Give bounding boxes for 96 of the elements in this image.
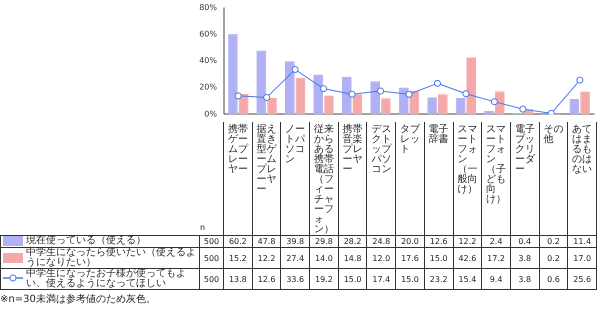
- point: [377, 88, 384, 95]
- bar: [296, 78, 306, 114]
- x-tick-label: ノートパソコン: [285, 124, 306, 167]
- data-label: 15.4: [454, 269, 482, 290]
- x-tick-label: 電子辞書: [428, 124, 449, 147]
- bar: [410, 90, 420, 114]
- data-label: 42.6: [454, 248, 482, 269]
- data-label: 47.8: [252, 235, 282, 248]
- point: [320, 85, 328, 92]
- x-tick-label: 据え置き型ゲームプレーヤー: [256, 124, 277, 197]
- data-label: 12.2: [454, 235, 482, 248]
- x-tick-label: タブレット: [400, 124, 420, 157]
- data-label: 25.6: [568, 269, 597, 290]
- point: [519, 106, 526, 113]
- point: [263, 94, 270, 101]
- data-label: 2.4: [482, 235, 511, 248]
- data-label: 28.2: [338, 235, 368, 248]
- y-tick-label: 60%: [199, 29, 218, 38]
- x-tick-label: デスクトップパソコン: [371, 124, 392, 177]
- data-label: 12.0: [367, 248, 396, 269]
- bar: [228, 34, 238, 114]
- point: [406, 90, 412, 98]
- data-label: 12.6: [252, 269, 282, 290]
- bar: [398, 88, 408, 114]
- point: [434, 80, 441, 87]
- data-label: 39.8: [281, 235, 310, 248]
- data-label: 12.2: [252, 248, 282, 269]
- data-label: 27.4: [281, 248, 310, 269]
- legend-label: 中学生になったお子様が使ってもよい、使えるようになってほしい: [26, 268, 187, 289]
- bar: [342, 76, 352, 114]
- data-label: 9.4: [482, 269, 511, 290]
- point: [348, 90, 356, 98]
- data-label: 17.4: [367, 269, 396, 290]
- data-label: 0.2: [540, 235, 568, 248]
- data-label: 13.8: [224, 269, 253, 290]
- data-label: 3.8: [510, 269, 540, 290]
- point: [490, 98, 498, 106]
- data-label: 17.0: [568, 248, 597, 269]
- point: [576, 76, 584, 84]
- bar: [352, 94, 362, 114]
- data-label: 0.6: [540, 269, 568, 290]
- data-label: 17.2: [482, 248, 511, 269]
- point: [292, 66, 299, 74]
- y-tick-label: 20%: [199, 82, 218, 92]
- text: 500: [200, 235, 224, 248]
- data-label: 0.4: [510, 235, 540, 248]
- legend-label: 中学生になったら使いたい（使えるようになりたい）: [26, 247, 197, 268]
- data-label: 3.8: [510, 248, 540, 269]
- text: n: [200, 223, 206, 234]
- data-label: 11.4: [568, 235, 597, 248]
- x-tick-label: 携帯ゲームプレーヤー: [228, 124, 248, 177]
- bar: [370, 81, 380, 114]
- bar: [267, 98, 277, 114]
- bar: [438, 94, 448, 114]
- data-label: 15.0: [396, 269, 425, 290]
- x-tick-label: その他: [543, 124, 564, 147]
- data-label: 60.2: [224, 235, 253, 248]
- point: [234, 92, 242, 100]
- x-tick-label: 電子ブックリーダー: [514, 124, 535, 177]
- text: 500: [204, 274, 220, 284]
- data-label: 23.2: [424, 269, 454, 290]
- text: 500: [204, 254, 220, 262]
- data-label: 0.2: [540, 248, 568, 269]
- legend-label: 現在使っている（使える）: [26, 235, 147, 246]
- data-label: 24.8: [367, 235, 396, 248]
- bar: [427, 97, 437, 114]
- x-tick-label: スマートフォン（子ども向け）: [486, 124, 506, 207]
- y-tick-label: 0%: [204, 109, 218, 118]
- data-label: 15.2: [224, 248, 253, 269]
- bar: [456, 98, 466, 114]
- bar: [466, 58, 476, 114]
- data-label: 19.2: [310, 269, 339, 290]
- bar: [324, 96, 334, 114]
- bar: [484, 111, 494, 114]
- bar: [256, 50, 266, 114]
- data-label: 20.0: [396, 235, 425, 248]
- y-tick-label: 40%: [199, 56, 218, 66]
- x-tick-label: スマートフォン（一般向け）: [457, 124, 478, 197]
- point: [462, 90, 470, 98]
- data-label: 17.6: [396, 248, 425, 269]
- data-label: 15.0: [424, 248, 454, 269]
- data-label: 33.6: [281, 269, 310, 290]
- text: ※n=30未満は参考値のため灰色。: [0, 292, 157, 305]
- bar: [313, 74, 324, 114]
- data-label: 14.8: [338, 248, 368, 269]
- x-tick-label: 携帯音楽プレーヤー: [342, 124, 363, 177]
- bar: [238, 94, 248, 114]
- x-tick-label: あてはまるものはない: [572, 124, 592, 177]
- data-label: 14.0: [310, 248, 339, 269]
- data-label: 29.8: [310, 235, 339, 248]
- bar: [580, 92, 590, 114]
- data-label: 12.6: [424, 235, 454, 248]
- y-tick-label: 80%: [199, 2, 218, 12]
- bar: [285, 61, 295, 114]
- data-label: 15.0: [338, 269, 368, 290]
- category-label: 従来からある携帯電話（フィーチャーフォン）: [314, 124, 334, 235]
